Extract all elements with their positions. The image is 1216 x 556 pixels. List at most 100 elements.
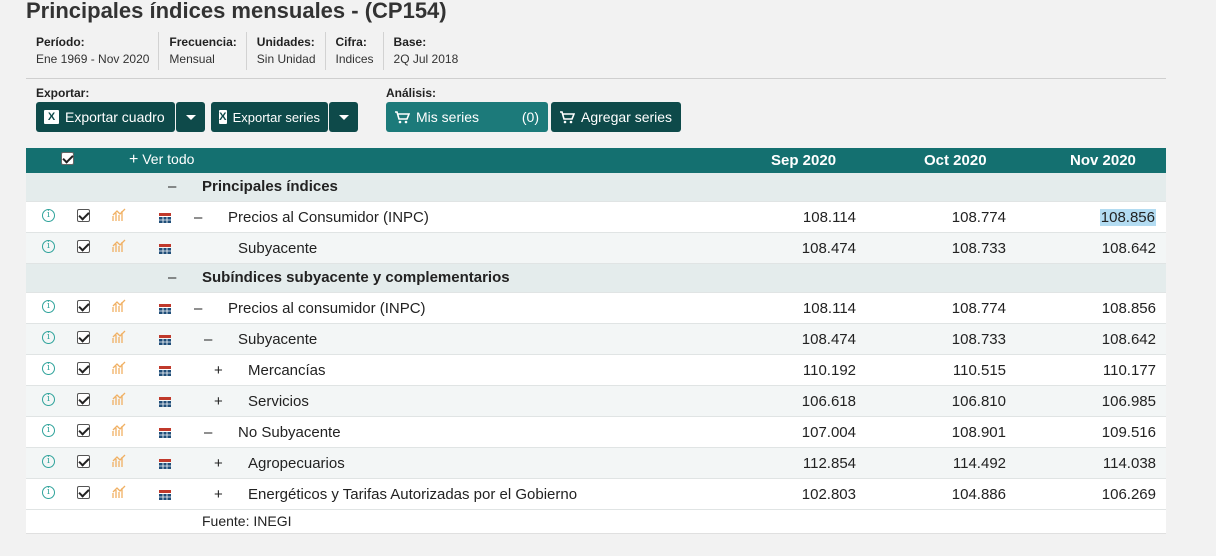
info-icon[interactable]: i (42, 300, 55, 313)
row-toggle[interactable]: – (194, 209, 203, 226)
row-label: Servicios (248, 393, 309, 410)
table-row: i + Servicios 106.618 106.810 106.985 (26, 386, 1166, 417)
selected-value: 108.856 (1099, 209, 1156, 226)
analysis-group: Análisis: (386, 86, 436, 100)
info-icon[interactable]: i (42, 455, 55, 468)
value-cell: 102.803 (801, 486, 856, 503)
info-icon[interactable]: i (42, 240, 55, 253)
expand-all-label: Ver todo (142, 151, 195, 167)
table-icon[interactable] (159, 244, 171, 254)
add-series-button[interactable]: Agregar series (551, 102, 681, 132)
info-icon[interactable]: i (42, 209, 55, 222)
column-header[interactable]: Sep 2020 (771, 152, 837, 169)
meta-label: Unidades: (256, 35, 315, 49)
row-checkbox[interactable] (77, 331, 90, 344)
meta-label: Base: (393, 35, 427, 49)
row-label: Agropecuarios (248, 455, 345, 472)
value-cell: 108.474 (801, 331, 856, 348)
export-label: Exportar: (36, 86, 90, 100)
data-table: + Ver todo Sep 2020 Oct 2020 Nov 2020 – … (26, 148, 1166, 534)
row-checkbox[interactable] (77, 424, 90, 437)
value-cell: 108.114 (802, 209, 856, 226)
column-header[interactable]: Oct 2020 (924, 152, 987, 169)
info-icon[interactable]: i (42, 424, 55, 437)
row-label: Precios al Consumidor (INPC) (228, 209, 429, 226)
value-cell: 114.038 (1102, 455, 1156, 472)
info-icon[interactable]: i (42, 331, 55, 344)
section-row: – Subíndices subyacente y complementario… (26, 264, 1166, 293)
table-footer: Fuente: INEGI (26, 510, 1166, 534)
row-label: Subyacente (238, 331, 318, 348)
table-icon[interactable] (159, 335, 171, 345)
row-toggle[interactable]: – (194, 300, 203, 317)
chart-icon[interactable] (112, 361, 126, 375)
meta-unidades: Unidades: Sin Unidad (247, 32, 326, 70)
info-icon[interactable]: i (42, 393, 55, 406)
table-icon[interactable] (159, 428, 171, 438)
value-cell: 108.733 (951, 240, 1006, 257)
column-header[interactable]: Nov 2020 (1070, 152, 1136, 169)
chart-icon[interactable] (112, 392, 126, 406)
row-checkbox[interactable] (77, 455, 90, 468)
table-row: i Subyacente 108.474 108.733 108.642 (26, 233, 1166, 264)
chart-icon[interactable] (112, 485, 126, 499)
chart-icon[interactable] (112, 239, 126, 253)
value-cell: 108.774 (951, 300, 1006, 317)
row-checkbox[interactable] (77, 240, 90, 253)
expand-all-link[interactable]: + Ver todo (129, 151, 194, 169)
select-all-checkbox[interactable] (61, 152, 74, 165)
value-cell: 108.856 (1066, 209, 1156, 226)
chart-icon[interactable] (112, 454, 126, 468)
value-cell: 110.192 (802, 362, 856, 379)
collapse-toggle[interactable]: – (168, 269, 177, 286)
excel-icon: X (219, 110, 227, 124)
row-label: Energéticos y Tarifas Autorizadas por el… (248, 486, 578, 503)
row-checkbox[interactable] (77, 362, 90, 375)
chart-icon[interactable] (112, 330, 126, 344)
collapse-toggle[interactable]: – (168, 178, 177, 195)
info-icon[interactable]: i (42, 486, 55, 499)
value-cell: 112.854 (802, 455, 856, 472)
table-icon[interactable] (159, 397, 171, 407)
row-checkbox[interactable] (77, 486, 90, 499)
table-icon[interactable] (159, 366, 171, 376)
row-toggle[interactable]: + (214, 362, 223, 379)
value-cell: 109.516 (1101, 424, 1156, 441)
row-toggle[interactable]: + (214, 455, 223, 472)
export-series-dropdown[interactable] (329, 102, 358, 132)
row-checkbox[interactable] (77, 393, 90, 406)
table-icon[interactable] (159, 459, 171, 469)
row-toggle[interactable]: – (204, 424, 213, 441)
export-table-dropdown[interactable] (176, 102, 205, 132)
export-table-label: Exportar cuadro (65, 109, 165, 125)
cart-icon (395, 110, 410, 123)
row-toggle[interactable]: + (214, 393, 223, 410)
export-series-label: Exportar series (232, 109, 320, 125)
value-cell: 106.810 (951, 393, 1006, 410)
meta-periodo: Período: Ene 1969 - Nov 2020 (26, 32, 160, 70)
source-note: Fuente: INEGI (202, 513, 292, 529)
chart-icon[interactable] (112, 423, 126, 437)
export-series-button[interactable]: X Exportar series (211, 102, 328, 132)
chart-icon[interactable] (112, 299, 126, 313)
row-checkbox[interactable] (77, 300, 90, 313)
meta-value: Indices (335, 52, 374, 66)
chart-icon[interactable] (112, 208, 126, 222)
row-toggle[interactable]: – (204, 331, 213, 348)
export-table-button[interactable]: X Exportar cuadro (36, 102, 175, 132)
cart-plus-icon (560, 110, 575, 123)
table-icon[interactable] (159, 304, 171, 314)
value-cell: 106.618 (801, 393, 856, 410)
plus-icon: + (129, 151, 139, 168)
analysis-label: Análisis: (386, 86, 437, 100)
my-series-button[interactable]: Mis series (0) (386, 102, 548, 132)
excel-icon: X (44, 110, 59, 124)
row-checkbox[interactable] (77, 209, 90, 222)
row-toggle[interactable]: + (214, 486, 223, 503)
info-icon[interactable]: i (42, 362, 55, 375)
table-icon[interactable] (159, 490, 171, 500)
table-icon[interactable] (159, 213, 171, 223)
table-row: i – Precios al consumidor (INPC) 108.114… (26, 293, 1166, 324)
table-row: i + Agropecuarios 112.854 114.492 114.03… (26, 448, 1166, 479)
meta-value: Mensual (169, 52, 215, 66)
